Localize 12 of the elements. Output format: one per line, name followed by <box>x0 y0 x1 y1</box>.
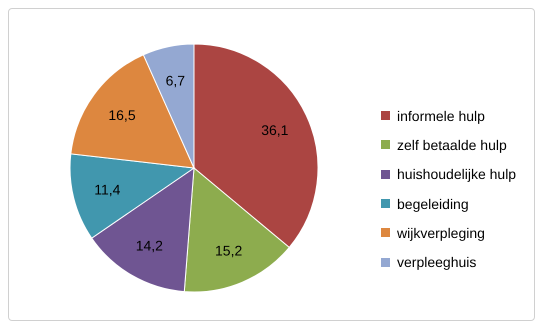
data-label: 36,1 <box>261 122 289 138</box>
legend-label: huishoudelijke hulp <box>397 166 516 182</box>
data-label: 15,2 <box>215 242 242 258</box>
data-label: 16,5 <box>108 107 136 124</box>
data-label: 6,7 <box>166 72 186 89</box>
data-label: 14,2 <box>136 237 164 254</box>
legend-label: informele hulp <box>397 108 485 124</box>
data-label: 11,4 <box>94 182 121 198</box>
legend-label: begeleiding <box>397 196 469 212</box>
legend-label: verpleeghuis <box>397 254 476 270</box>
legend-label: zelf betaalde hulp <box>397 136 507 153</box>
legend-label: wijkverpleging <box>397 224 485 241</box>
